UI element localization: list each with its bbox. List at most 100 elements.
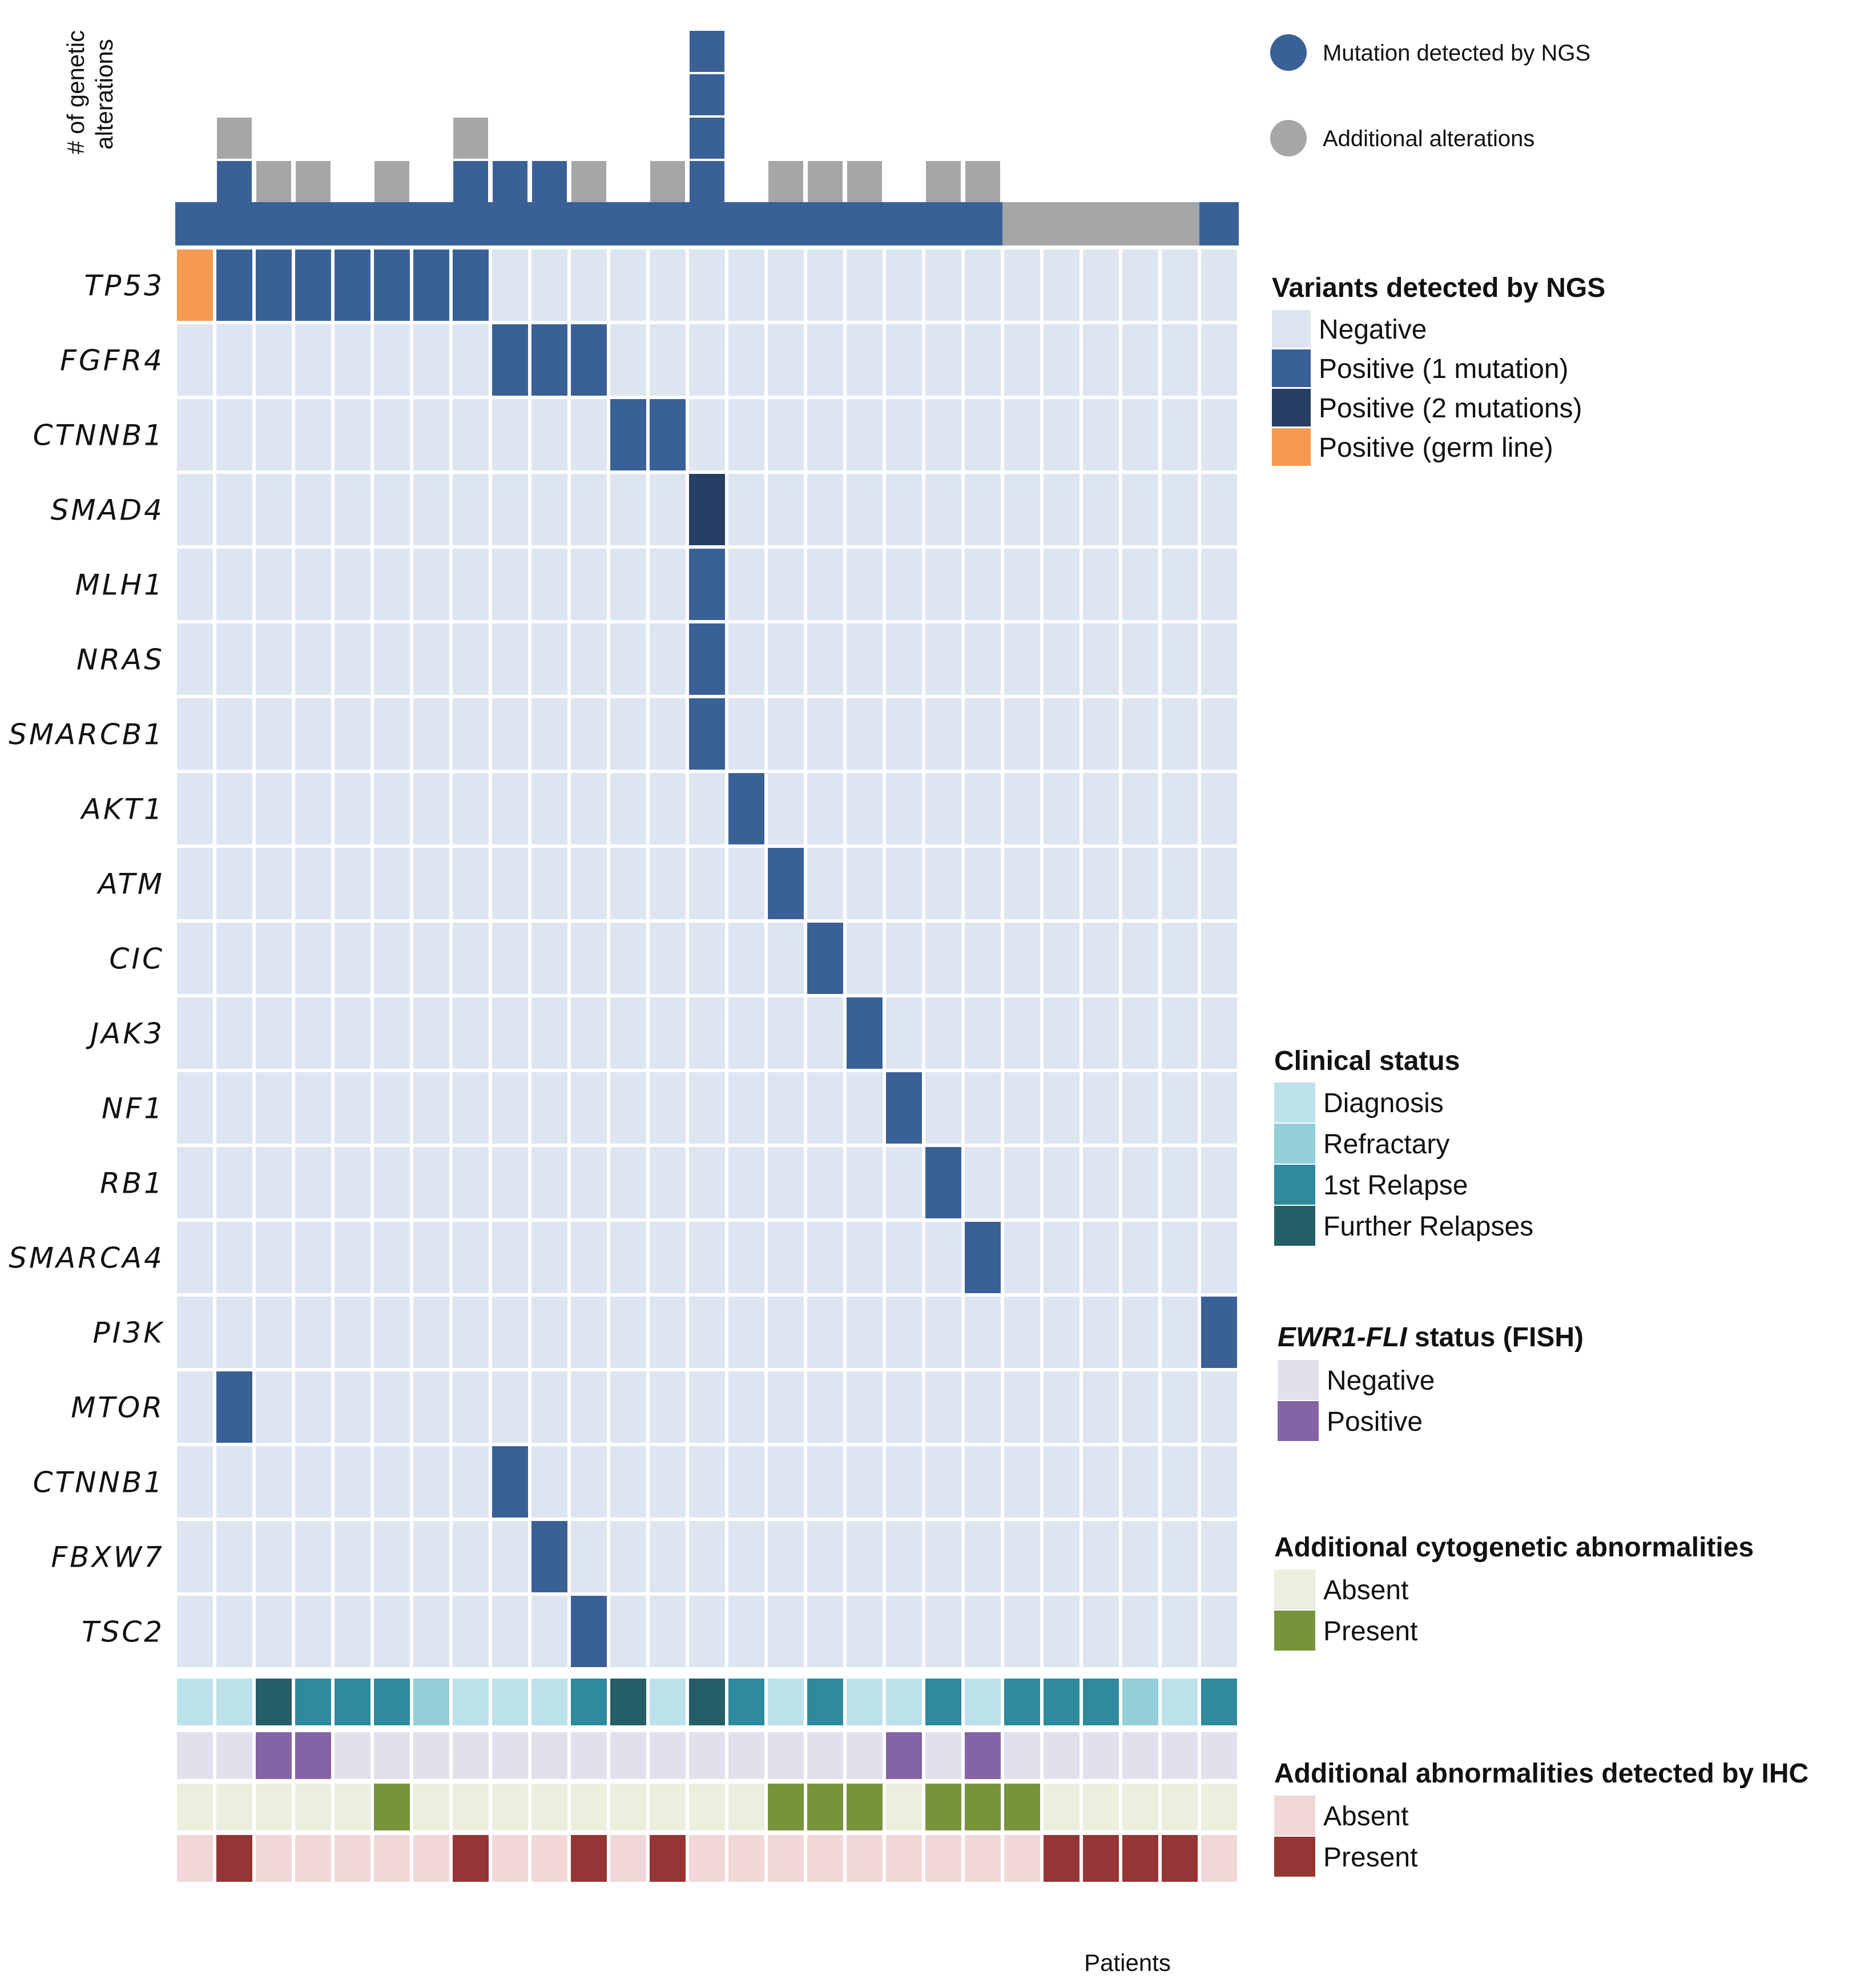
cell-smarcb1-patient-11	[571, 698, 607, 770]
cell-akt1-patient-9	[492, 773, 528, 844]
legend-fish-label-0: Negative	[1327, 1366, 1435, 1396]
cell-tp53-patient-17	[807, 249, 843, 321]
cell-tsc2-patient-12	[610, 1596, 646, 1667]
cell-smarca4-patient-23	[1044, 1222, 1080, 1293]
cell-smarcb1-patient-4	[295, 698, 331, 770]
cell-smad4-patient-6	[374, 474, 410, 545]
cell-fgfr4-patient-27	[1201, 324, 1237, 396]
annot-clinical_status-patient-25	[1122, 1679, 1158, 1725]
annot-ihc-patient-27	[1201, 1835, 1237, 1882]
cell-cic-patient-13	[650, 923, 686, 994]
cell-smarcb1-patient-1	[177, 698, 213, 770]
cell-fgfr4-patient-26	[1162, 324, 1198, 396]
cell-smad4-patient-27	[1201, 474, 1237, 545]
cell-smarcb1-patient-22	[1004, 698, 1040, 770]
cell-cic-patient-11	[571, 923, 607, 994]
annot-clinical_status-patient-18	[847, 1679, 883, 1725]
cell-tsc2-patient-10	[531, 1596, 567, 1667]
legend-ihc-label-1: Present	[1323, 1842, 1417, 1873]
cell-tp53-patient-15	[728, 249, 764, 321]
annot-clinical_status-patient-11	[571, 1679, 607, 1725]
cell-fgfr4-patient-22	[1004, 324, 1040, 396]
cell-ctnnb1-patient-16	[768, 399, 804, 470]
annot-cytogenetic-patient-4	[295, 1784, 331, 1830]
annot-ewsr1_fli-patient-17	[807, 1732, 843, 1779]
annot-cytogenetic-patient-7	[413, 1784, 449, 1830]
cell-tp53-patient-1	[177, 249, 213, 321]
cell-ctnnb1-patient-21	[965, 399, 1001, 470]
cell-ctnnb1-patient-27	[1201, 399, 1237, 470]
cell-rb1-patient-7	[413, 1147, 449, 1218]
cell-atm-patient-18	[847, 848, 883, 919]
cell-fbxw7-patient-15	[728, 1521, 764, 1592]
cell-ctnnb1-patient-22	[1004, 1446, 1040, 1518]
cell-jak3-patient-25	[1122, 997, 1158, 1069]
annot-clinical_status-patient-26	[1162, 1679, 1198, 1725]
annot-ewsr1_fli-patient-21	[965, 1732, 1001, 1779]
legend-label-additional: Additional alterations	[1323, 126, 1534, 151]
cell-tsc2-patient-1	[177, 1596, 213, 1667]
cell-smad4-patient-10	[531, 474, 567, 545]
cell-ctnnb1-patient-4	[295, 1446, 331, 1518]
cell-tsc2-patient-25	[1122, 1596, 1158, 1667]
cell-smarcb1-patient-17	[807, 698, 843, 770]
cell-fgfr4-patient-17	[807, 324, 843, 396]
cell-atm-patient-15	[728, 848, 764, 919]
annot-cytogenetic-patient-9	[492, 1784, 528, 1830]
cell-ctnnb1-patient-11	[571, 1446, 607, 1518]
cell-tp53-patient-13	[650, 249, 686, 321]
bar-ngs-patient-14	[690, 161, 724, 202]
annot-ewsr1_fli-patient-27	[1201, 1732, 1237, 1779]
cell-fgfr4-patient-16	[768, 324, 804, 396]
cell-cic-patient-6	[374, 923, 410, 994]
cell-fgfr4-patient-3	[256, 324, 292, 396]
cell-mlh1-patient-15	[728, 549, 764, 620]
gene-label-rb1: RB1	[100, 1167, 164, 1200]
cell-nras-patient-24	[1083, 623, 1119, 695]
cell-jak3-patient-21	[965, 997, 1001, 1069]
cell-tsc2-patient-3	[256, 1596, 292, 1667]
bar-ngs-patient-9	[493, 161, 527, 202]
cell-atm-patient-12	[610, 848, 646, 919]
cell-ctnnb1-patient-7	[413, 1446, 449, 1518]
cell-jak3-patient-15	[728, 997, 764, 1069]
cell-atm-patient-19	[886, 848, 922, 919]
cell-smad4-patient-20	[925, 474, 961, 545]
cell-smarca4-patient-3	[256, 1222, 292, 1293]
cell-smarcb1-patient-14	[689, 698, 725, 770]
cell-ctnnb1-patient-26	[1162, 1446, 1198, 1518]
cell-fbxw7-patient-14	[689, 1521, 725, 1592]
cell-fbxw7-patient-26	[1162, 1521, 1198, 1592]
bar-base-patient-10	[530, 202, 569, 246]
cell-smarcb1-patient-21	[965, 698, 1001, 770]
cell-smarcb1-patient-15	[728, 698, 764, 770]
cell-cic-patient-7	[413, 923, 449, 994]
legend-clinical-label-1: Refractary	[1323, 1129, 1449, 1160]
bar-additional-patient-17	[808, 161, 843, 202]
cell-atm-patient-1	[177, 848, 213, 919]
cell-cic-patient-20	[925, 923, 961, 994]
cell-fbxw7-patient-17	[807, 1521, 843, 1592]
gene-label-atm: ATM	[96, 868, 164, 901]
cell-cic-patient-16	[768, 923, 804, 994]
bar-base-patient-6	[372, 202, 412, 246]
cell-smarca4-patient-18	[847, 1222, 883, 1293]
cell-cic-patient-12	[610, 923, 646, 994]
cell-smarca4-patient-25	[1122, 1222, 1158, 1293]
cell-mtor-patient-27	[1201, 1371, 1237, 1443]
cell-ctnnb1-patient-23	[1044, 1446, 1080, 1518]
cell-cic-patient-19	[886, 923, 922, 994]
cell-jak3-patient-4	[295, 997, 331, 1069]
cell-jak3-patient-26	[1162, 997, 1198, 1069]
bar-additional-patient-16	[768, 161, 803, 202]
cell-nf1-patient-18	[847, 1072, 883, 1144]
cell-smarcb1-patient-5	[335, 698, 370, 770]
cell-mtor-patient-13	[650, 1371, 686, 1443]
cell-mtor-patient-7	[413, 1371, 449, 1443]
cell-mtor-patient-15	[728, 1371, 764, 1443]
cell-tp53-patient-21	[965, 249, 1001, 321]
cell-mtor-patient-23	[1044, 1371, 1080, 1443]
cell-tp53-patient-14	[689, 249, 725, 321]
cell-fbxw7-patient-7	[413, 1521, 449, 1592]
annot-cytogenetic-patient-19	[886, 1784, 922, 1830]
